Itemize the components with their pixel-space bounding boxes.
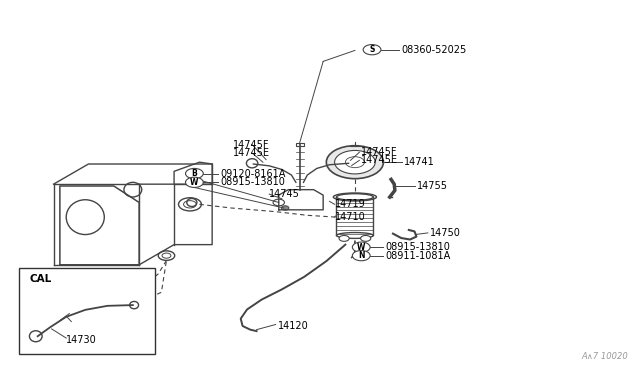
FancyBboxPatch shape — [19, 268, 155, 354]
Text: B: B — [191, 169, 197, 178]
Text: 14741: 14741 — [404, 157, 435, 167]
Circle shape — [186, 169, 204, 179]
Text: 14710: 14710 — [335, 212, 365, 222]
Text: W: W — [190, 178, 198, 187]
Text: 08360-52025: 08360-52025 — [401, 45, 467, 55]
Text: 14745F: 14745F — [361, 147, 397, 157]
Text: 14745E: 14745E — [233, 148, 270, 158]
Circle shape — [363, 45, 381, 55]
Text: 14745E: 14745E — [361, 155, 398, 165]
Text: 08915-13810: 08915-13810 — [220, 177, 285, 187]
Circle shape — [353, 250, 370, 261]
Text: N: N — [358, 251, 365, 260]
Text: S: S — [369, 45, 374, 54]
Text: 08911-1081A: 08911-1081A — [385, 251, 451, 261]
Ellipse shape — [337, 232, 373, 238]
Circle shape — [335, 150, 375, 174]
Circle shape — [339, 235, 349, 241]
Circle shape — [186, 177, 204, 187]
Circle shape — [273, 199, 284, 206]
Bar — [296, 143, 303, 147]
Text: CAL: CAL — [29, 274, 52, 284]
Circle shape — [326, 146, 383, 179]
Circle shape — [360, 235, 371, 241]
Text: 14745F: 14745F — [233, 140, 269, 150]
Text: 14750: 14750 — [429, 228, 461, 238]
Text: 08915-13810: 08915-13810 — [385, 242, 450, 252]
Circle shape — [353, 242, 370, 252]
Text: W: W — [357, 243, 365, 252]
Text: 14755: 14755 — [417, 181, 448, 191]
Text: 14730: 14730 — [66, 335, 97, 345]
Text: A∧7 10020: A∧7 10020 — [581, 352, 628, 361]
Text: 09120-8161A: 09120-8161A — [220, 169, 286, 179]
Circle shape — [282, 206, 289, 210]
Text: 14745: 14745 — [269, 189, 300, 199]
Text: 14120: 14120 — [278, 321, 308, 331]
Text: 14719: 14719 — [335, 199, 365, 209]
